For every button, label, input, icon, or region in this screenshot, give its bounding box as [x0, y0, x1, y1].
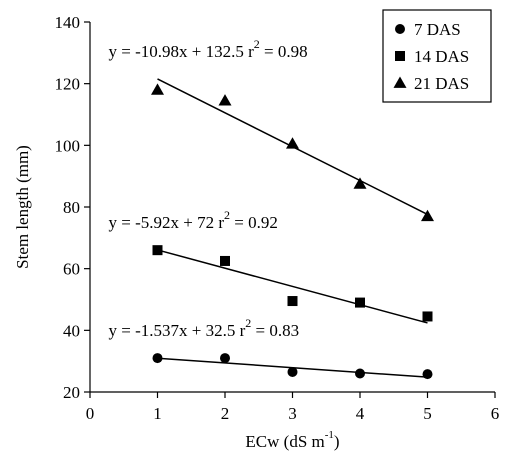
equation-label-21-das: y = -10.98x + 132.5 r2 = 0.98 — [109, 37, 308, 61]
y-axis-title: Stem length (mm) — [13, 145, 32, 269]
data-point-14-das — [287, 296, 298, 307]
r-squared-exponent: 2 — [254, 37, 260, 51]
y-tick-label: 40 — [63, 321, 80, 340]
data-point-21-das — [421, 209, 434, 222]
x-axis-title-superscript: -1 — [325, 429, 334, 441]
y-tick-label: 120 — [55, 75, 81, 94]
r-squared-value: = 0.98 — [260, 42, 308, 61]
y-tick-label: 80 — [63, 198, 80, 217]
x-axis-title: ECw (dS m-1) — [245, 429, 339, 451]
r-squared-value: = 0.92 — [230, 213, 278, 232]
trendline-14-das — [157, 249, 428, 324]
legend: 7 DAS 14 DAS 21 DAS — [382, 9, 492, 103]
legend-marker-7-das — [395, 24, 405, 34]
x-tick-label: 5 — [423, 404, 432, 423]
x-tick-label: 2 — [221, 404, 230, 423]
data-point-14-das — [355, 297, 365, 308]
r-squared-exponent: 2 — [245, 316, 251, 330]
legend-label-21-das: 21 DAS — [414, 74, 469, 93]
x-tick-label: 4 — [356, 404, 365, 423]
data-point-14-das — [422, 311, 433, 322]
r-squared-symbol: r — [218, 213, 224, 232]
x-axis-title-close: ) — [334, 432, 340, 451]
legend-marker-14-das — [395, 51, 405, 61]
chart-axes: 20 40 60 80 100 120 140 0 1 2 3 4 5 6 Stem length (mm)… — [13, 13, 499, 451]
equation-text: y = -5.92x + 72 — [109, 213, 219, 232]
equation-text: y = -10.98x + 132.5 — [109, 42, 249, 61]
data-point-7-das — [287, 366, 298, 377]
data-point-21-das — [218, 94, 232, 106]
x-tick-label: 3 — [288, 404, 297, 423]
data-point-7-das — [422, 369, 433, 380]
data-point-21-das — [151, 83, 164, 95]
data-point-7-das — [152, 353, 163, 364]
y-tick-label: 60 — [63, 260, 80, 279]
data-point-21-das — [286, 137, 299, 149]
legend-marker-21-das — [393, 76, 407, 88]
r-squared-symbol: r — [248, 42, 254, 61]
r-squared-symbol: r — [240, 321, 246, 340]
equation-labels: y = -1.537x + 32.5 r2 = 0.83y = -5.92x +… — [109, 37, 308, 340]
data-point-7-das — [355, 368, 365, 379]
x-tick-label: 0 — [86, 404, 95, 423]
y-tick-label: 100 — [55, 136, 81, 155]
x-axis-title-main: ECw (dS m — [245, 432, 324, 451]
r-squared-value: = 0.83 — [251, 321, 299, 340]
equation-label-7-das: y = -1.537x + 32.5 r2 = 0.83 — [109, 316, 300, 340]
x-tick-label: 1 — [153, 404, 162, 423]
equation-text: y = -1.537x + 32.5 — [109, 321, 240, 340]
data-markers — [151, 83, 434, 380]
data-point-21-das — [353, 177, 367, 189]
y-tick-label: 20 — [63, 383, 80, 402]
x-tick-label: 6 — [491, 404, 500, 423]
data-point-7-das — [220, 353, 230, 364]
data-point-14-das — [220, 255, 230, 266]
r-squared-exponent: 2 — [224, 208, 230, 222]
data-point-14-das — [152, 245, 163, 256]
legend-label-14-das: 14 DAS — [414, 47, 469, 66]
y-tick-label: 140 — [55, 13, 81, 32]
legend-label-7-das: 7 DAS — [414, 20, 461, 39]
equation-label-14-das: y = -5.92x + 72 r2 = 0.92 — [109, 208, 278, 232]
